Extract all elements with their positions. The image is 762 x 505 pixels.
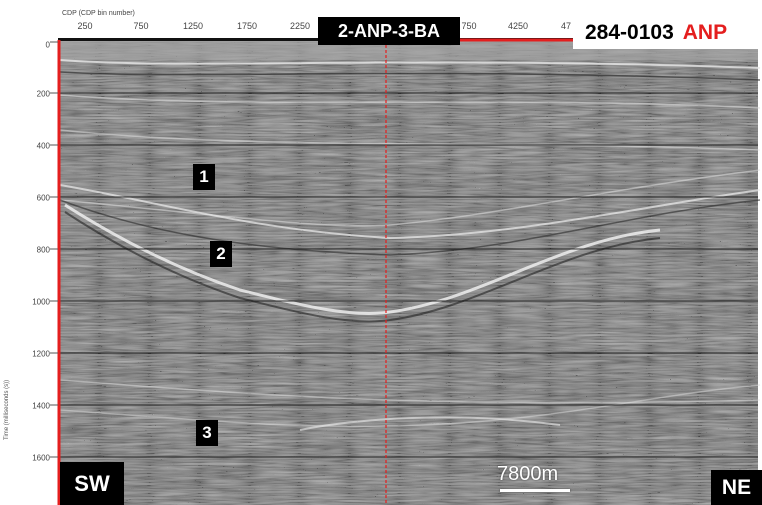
x-tick-label: 4250 [507,21,529,31]
direction-ne: NE [711,470,762,505]
y-tick-label: 200 [36,89,50,99]
x-axis-label: CDP (CDP bin number) [62,10,135,17]
y-tick-marks [50,41,58,458]
y-tick-label: 400 [36,141,50,151]
x-tick-label: 1750 [236,21,258,31]
agency-name: ANP [682,21,728,44]
scale-bar [500,489,570,492]
horizon-marker-2: 2 [210,241,232,267]
y-tick-label: 1400 [32,401,50,411]
horizon-marker-1: 1 [193,164,215,190]
y-tick-label: 1600 [32,453,50,463]
horizon-marker-3: 3 [196,420,218,446]
x-tick-label: 1250 [182,21,204,31]
scale-label: 7800m [497,463,559,485]
x-tick-label: 750 [461,21,477,31]
y-tick-label: 1200 [32,349,50,359]
x-tick-label: 2250 [289,21,311,31]
seismic-texture [58,40,758,505]
y-tick-label: 800 [36,245,50,255]
y-tick-label: 0 [45,40,50,50]
x-tick-label: 750 [133,21,149,31]
line-id: 284-0103 ANP [573,17,762,49]
y-axis-label: Time (milliseconds (s)) [4,379,10,440]
y-tick-label: 600 [36,193,50,203]
x-tick-label: 250 [77,21,93,31]
grid-lines [58,92,758,458]
reflector-lines [59,59,761,431]
line-number: 284-0103 [585,21,674,44]
x-tick-label: 47 [560,21,572,31]
y-tick-label: 1000 [32,297,50,307]
well-title: 2-ANP-3-BA [318,17,460,45]
direction-sw: SW [60,462,124,505]
